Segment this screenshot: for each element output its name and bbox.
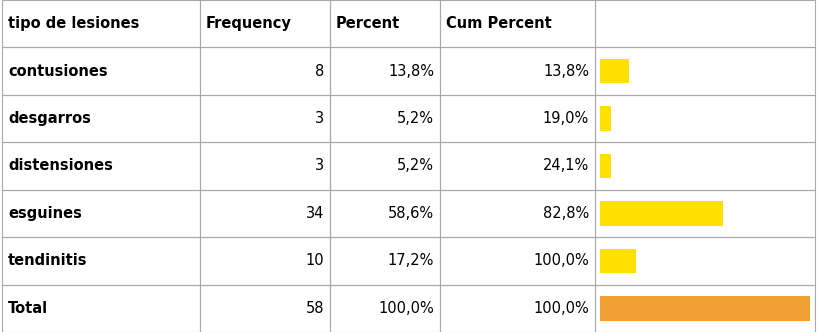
Bar [329, 95, 440, 142]
Bar [200, 285, 329, 332]
Text: 58: 58 [305, 301, 324, 316]
Bar [440, 237, 595, 285]
Bar [600, 249, 636, 273]
Text: 3: 3 [314, 158, 324, 174]
Bar [329, 47, 440, 95]
Bar [595, 237, 814, 285]
Bar [2, 0, 200, 47]
Text: 17,2%: 17,2% [387, 253, 433, 268]
Bar [329, 0, 440, 47]
Bar [600, 201, 722, 226]
Text: tipo de lesiones: tipo de lesiones [8, 16, 139, 31]
Bar [440, 190, 595, 237]
Text: tendinitis: tendinitis [8, 253, 88, 268]
Bar [440, 142, 595, 190]
Text: 100,0%: 100,0% [532, 253, 588, 268]
Text: 100,0%: 100,0% [378, 301, 433, 316]
Bar [200, 47, 329, 95]
Bar [2, 285, 200, 332]
Text: 82,8%: 82,8% [542, 206, 588, 221]
Bar [329, 285, 440, 332]
Bar [440, 47, 595, 95]
Bar [595, 142, 814, 190]
Bar [2, 190, 200, 237]
Text: Frequency: Frequency [206, 16, 292, 31]
Bar [200, 237, 329, 285]
Text: 100,0%: 100,0% [532, 301, 588, 316]
Text: 24,1%: 24,1% [542, 158, 588, 174]
Bar [200, 0, 329, 47]
Text: 10: 10 [305, 253, 324, 268]
Text: 34: 34 [305, 206, 324, 221]
Text: 8: 8 [314, 64, 324, 79]
Bar [595, 95, 814, 142]
Bar [595, 285, 814, 332]
Text: 58,6%: 58,6% [387, 206, 433, 221]
Bar [600, 154, 610, 178]
Bar [440, 0, 595, 47]
Bar [600, 59, 628, 83]
Text: Total: Total [8, 301, 48, 316]
Bar [329, 237, 440, 285]
Text: esguines: esguines [8, 206, 82, 221]
Bar [595, 47, 814, 95]
Bar [200, 95, 329, 142]
Text: 5,2%: 5,2% [396, 158, 433, 174]
Bar [600, 296, 809, 321]
Text: 3: 3 [314, 111, 324, 126]
Text: Cum Percent: Cum Percent [446, 16, 551, 31]
Bar [595, 0, 814, 47]
Text: contusiones: contusiones [8, 64, 107, 79]
Bar [2, 47, 200, 95]
Bar [440, 285, 595, 332]
Bar [2, 95, 200, 142]
Bar [329, 142, 440, 190]
Text: desgarros: desgarros [8, 111, 91, 126]
Bar [200, 142, 329, 190]
Text: 5,2%: 5,2% [396, 111, 433, 126]
Text: 19,0%: 19,0% [542, 111, 588, 126]
Text: 13,8%: 13,8% [542, 64, 588, 79]
Bar [600, 106, 610, 131]
Bar [200, 190, 329, 237]
Text: Percent: Percent [336, 16, 400, 31]
Bar [329, 190, 440, 237]
Bar [595, 190, 814, 237]
Text: distensiones: distensiones [8, 158, 113, 174]
Text: 13,8%: 13,8% [387, 64, 433, 79]
Bar [2, 237, 200, 285]
Bar [2, 142, 200, 190]
Bar [440, 95, 595, 142]
